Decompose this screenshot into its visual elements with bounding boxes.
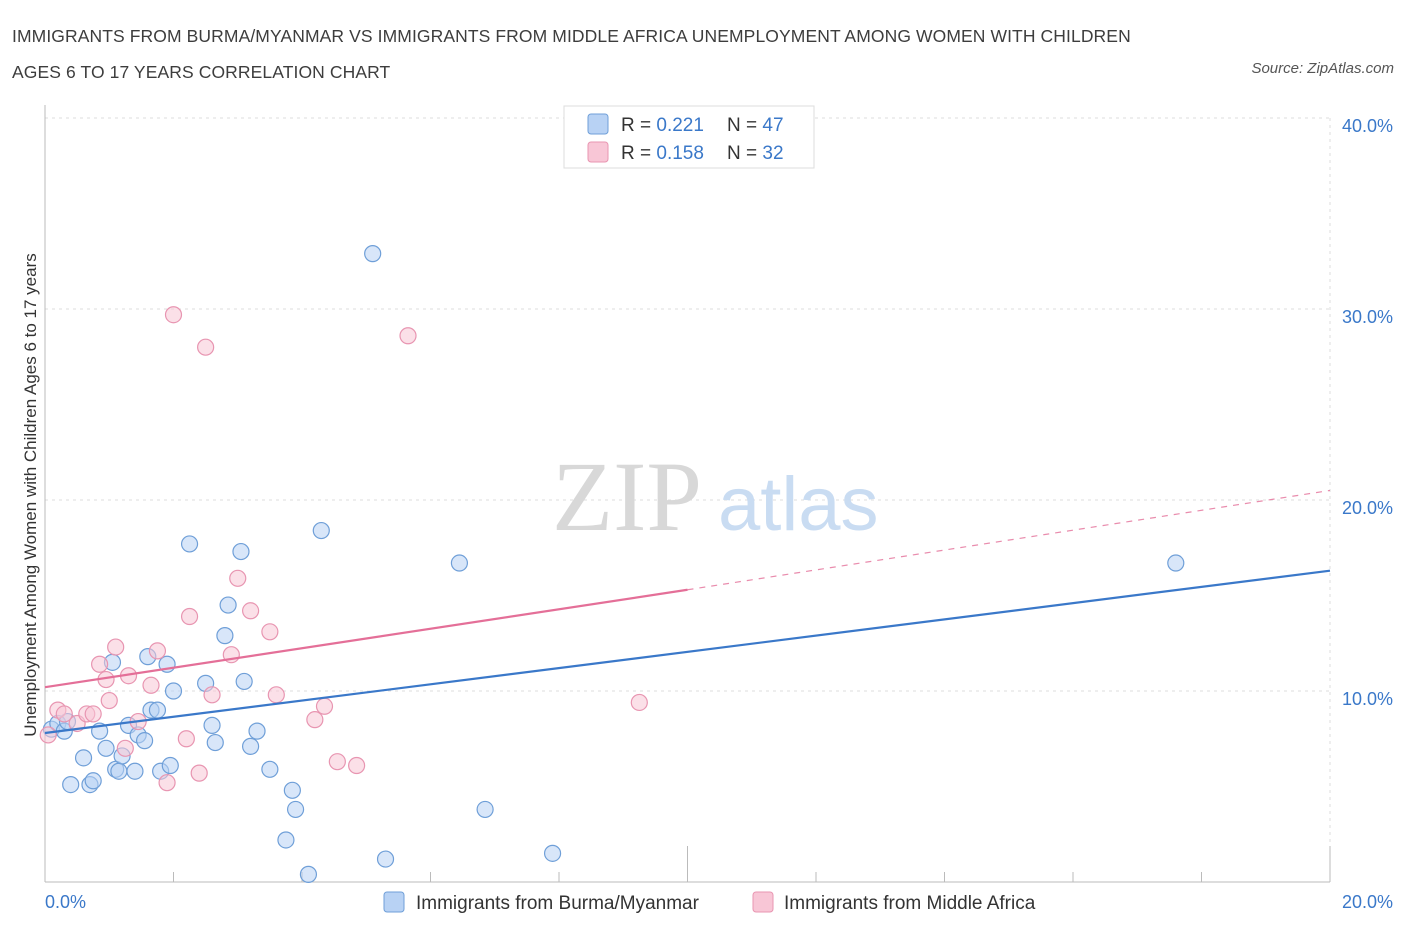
point-pink-8 — [100, 691, 118, 710]
y-axis-title: Unemployment Among Women with Children A… — [21, 253, 40, 737]
bottom-legend-swatch-blue — [383, 891, 405, 913]
point-blue-45 — [543, 844, 562, 862]
point-pink-17 — [177, 730, 195, 748]
point-blue-37 — [283, 781, 301, 799]
point-blue-44 — [476, 800, 494, 819]
point-pink-10 — [116, 739, 134, 757]
point-blue-29 — [216, 627, 234, 645]
y-tick-label-2: 30.0% — [1342, 307, 1393, 327]
point-blue-7 — [84, 772, 102, 790]
point-blue-39 — [299, 865, 318, 883]
point-blue-30 — [219, 596, 237, 614]
legend-r-label-2: R = — [621, 143, 656, 164]
point-blue-28 — [206, 733, 224, 752]
point-blue-12 — [110, 762, 128, 780]
svg-text:R = 0.158: R = 0.158 — [621, 143, 704, 164]
legend-n-value-2: 32 — [762, 143, 783, 164]
point-pink-25 — [261, 623, 279, 641]
legend-r-value-2: 0.158 — [656, 143, 704, 164]
point-blue-42 — [376, 850, 395, 868]
point-pink-15 — [158, 774, 176, 792]
point-blue-23 — [161, 756, 179, 775]
svg-text:N = 47: N = 47 — [727, 115, 784, 136]
point-blue-38 — [286, 800, 305, 819]
bottom-legend-label-blue: Immigrants from Burma/Myanmar — [416, 893, 700, 914]
point-pink-26 — [267, 686, 285, 704]
watermark-zip: ZIP — [552, 441, 702, 552]
x-tick-label-1: 20.0% — [1342, 892, 1393, 912]
y-tick-label-3: 40.0% — [1342, 116, 1393, 136]
point-blue-17 — [135, 732, 154, 750]
legend-swatch-pink — [587, 141, 609, 163]
point-blue-20 — [148, 701, 167, 719]
bottom-legend-label-pink: Immigrants from Middle Africa — [784, 893, 1036, 914]
point-pink-5 — [84, 705, 102, 723]
point-pink-2 — [55, 705, 73, 723]
legend-n-label-2: N = — [727, 143, 762, 164]
tick-labels: 10.0% 20.0% 30.0% 40.0% 0.0% 20.0% — [45, 116, 1393, 912]
trend-line-pink — [44, 588, 688, 689]
point-pink-21 — [203, 686, 221, 704]
bottom-legend-swatch-pink — [752, 891, 774, 913]
point-pink-23 — [229, 569, 247, 587]
point-blue-46 — [1167, 554, 1185, 572]
point-pink-27 — [306, 711, 324, 729]
point-pink-13 — [142, 676, 160, 694]
point-pink-20 — [197, 338, 215, 356]
point-pink-24 — [242, 602, 260, 620]
point-pink-28 — [315, 697, 334, 715]
point-blue-31 — [232, 542, 250, 561]
watermark: ZIP atlas — [552, 441, 879, 552]
point-blue-4 — [62, 775, 80, 794]
point-pink-16 — [164, 306, 183, 324]
point-blue-25 — [180, 535, 199, 553]
legend-n-value-1: 47 — [762, 115, 783, 136]
point-blue-35 — [261, 760, 279, 778]
y-tick-label-1: 20.0% — [1342, 498, 1393, 518]
axes-layer — [44, 105, 1331, 883]
x-tick-label-0: 0.0% — [45, 892, 86, 912]
point-blue-34 — [248, 722, 266, 740]
y-tick-label-0: 10.0% — [1342, 689, 1393, 709]
point-pink-14 — [148, 642, 167, 660]
point-pink-19 — [190, 764, 208, 782]
points-layer — [39, 245, 1185, 883]
legend: R = 0.221 N = 47 R = 0.158 N = 32 — [563, 105, 815, 169]
point-blue-32 — [235, 672, 253, 691]
trend-line-extension-pink — [687, 489, 1331, 591]
grid-layer — [45, 117, 1331, 882]
svg-text:R = 0.221: R = 0.221 — [621, 115, 704, 136]
trend-layer — [44, 489, 1331, 735]
point-blue-33 — [242, 737, 260, 755]
bottom-legend: Immigrants from Burma/Myanmar Immigrants… — [383, 891, 1036, 914]
point-pink-29 — [328, 753, 346, 771]
point-blue-36 — [277, 831, 295, 849]
legend-r-label-1: R = — [621, 115, 656, 136]
point-pink-0 — [39, 726, 57, 744]
point-blue-24 — [164, 682, 183, 700]
point-pink-31 — [399, 327, 417, 345]
legend-r-value-1: 0.221 — [656, 115, 704, 136]
point-pink-18 — [180, 607, 199, 626]
source-label: Source: ZipAtlas.com — [1251, 60, 1394, 77]
svg-text:N = 32: N = 32 — [727, 143, 784, 164]
point-pink-9 — [107, 638, 125, 656]
point-blue-27 — [203, 716, 221, 734]
chart-title: IMMIGRANTS FROM BURMA/MYANMAR VS IMMIGRA… — [12, 26, 1131, 82]
point-blue-41 — [364, 245, 382, 263]
point-blue-15 — [126, 762, 144, 780]
point-blue-40 — [312, 521, 330, 540]
point-pink-30 — [348, 756, 366, 775]
trend-line-blue — [44, 569, 1331, 735]
point-blue-5 — [74, 749, 93, 767]
point-pink-32 — [630, 693, 648, 712]
point-pink-6 — [91, 655, 109, 673]
point-blue-9 — [97, 739, 115, 757]
watermark-atlas: atlas — [718, 462, 879, 547]
legend-swatch-blue — [587, 113, 609, 135]
legend-n-label-1: N = — [727, 115, 762, 136]
point-blue-43 — [450, 554, 469, 572]
